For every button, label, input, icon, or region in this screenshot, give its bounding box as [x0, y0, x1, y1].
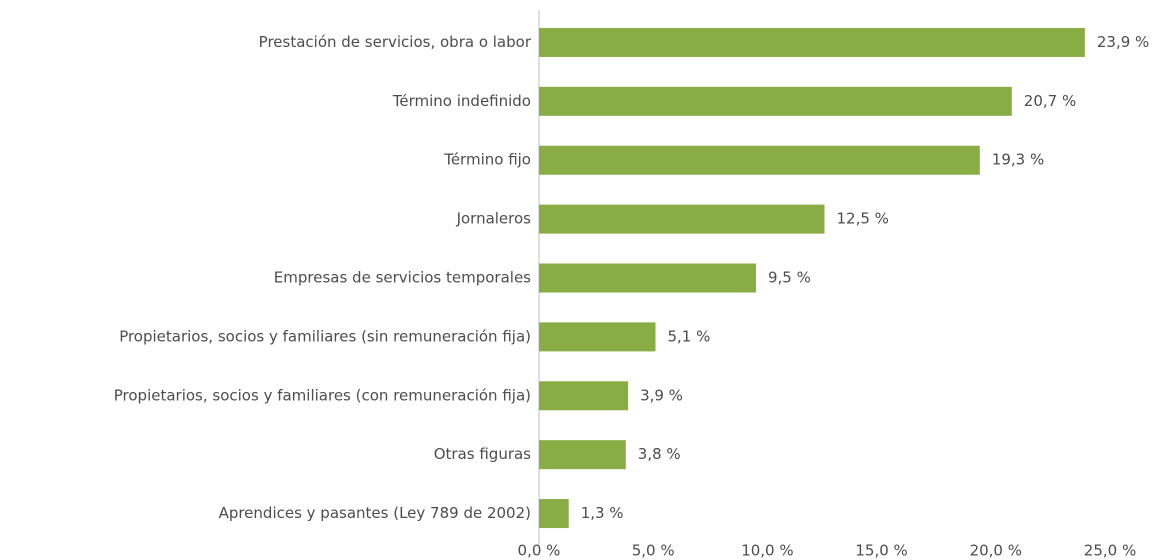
y-tick-label: Término indefinido: [392, 92, 531, 110]
x-tick-label: 20,0 %: [970, 542, 1022, 560]
bar: [539, 204, 825, 234]
y-tick-label: Empresas de servicios temporales: [274, 269, 531, 287]
x-tick-label: 25,0 %: [1084, 542, 1136, 560]
x-tick-label: 5,0 %: [632, 542, 675, 560]
data-label: 20,7 %: [1024, 92, 1076, 110]
y-tick-label: Propietarios, socios y familiares (sin r…: [119, 327, 531, 345]
bar: [539, 27, 1085, 57]
bar: [539, 322, 656, 352]
data-label: 23,9 %: [1097, 33, 1149, 51]
data-label: 3,9 %: [640, 386, 683, 404]
bar: [539, 145, 980, 175]
data-label: 19,3 %: [992, 151, 1044, 169]
data-label: 5,1 %: [667, 327, 710, 345]
x-tick-label: 15,0 %: [855, 542, 907, 560]
y-tick-label: Término fijo: [443, 151, 531, 169]
bar: [539, 440, 626, 470]
data-label: 3,8 %: [638, 445, 681, 463]
data-label: 9,5 %: [768, 269, 811, 287]
x-tick-label: 10,0 %: [741, 542, 793, 560]
y-tick-label: Prestación de servicios, obra o labor: [259, 33, 532, 51]
y-tick-label: Otras figuras: [434, 445, 531, 463]
y-tick-label: Jornaleros: [456, 210, 532, 228]
x-tick-label: 0,0 %: [518, 542, 561, 560]
bar: [539, 381, 629, 411]
data-label: 1,3 %: [581, 504, 624, 522]
y-tick-label: Aprendices y pasantes (Ley 789 de 2002): [219, 504, 531, 522]
bar: [539, 263, 756, 293]
data-label: 12,5 %: [837, 210, 889, 228]
y-tick-label: Propietarios, socios y familiares (con r…: [114, 386, 531, 404]
bar: [539, 499, 569, 529]
bar: [539, 86, 1012, 116]
